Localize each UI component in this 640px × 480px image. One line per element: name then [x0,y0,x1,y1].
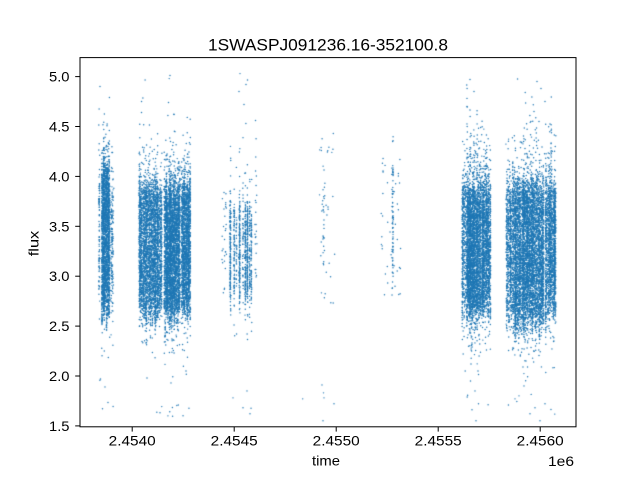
svg-text:2.4545: 2.4545 [211,433,258,449]
svg-text:1e6: 1e6 [548,453,574,469]
svg-text:1SWASPJ091236.16-352100.8: 1SWASPJ091236.16-352100.8 [208,36,448,55]
svg-text:3.0: 3.0 [49,268,70,284]
svg-text:2.5: 2.5 [49,318,70,334]
svg-text:5.0: 5.0 [49,69,70,85]
svg-text:2.4555: 2.4555 [415,433,462,449]
svg-text:4.0: 4.0 [49,168,70,184]
svg-text:flux: flux [26,231,42,257]
svg-text:3.5: 3.5 [49,218,70,234]
svg-text:2.4540: 2.4540 [109,433,156,449]
svg-text:time: time [312,452,340,468]
svg-text:4.5: 4.5 [49,119,70,135]
svg-text:2.4560: 2.4560 [517,433,564,449]
svg-text:1.5: 1.5 [49,418,70,434]
svg-text:2.4550: 2.4550 [313,433,360,449]
svg-text:2.0: 2.0 [49,368,70,384]
